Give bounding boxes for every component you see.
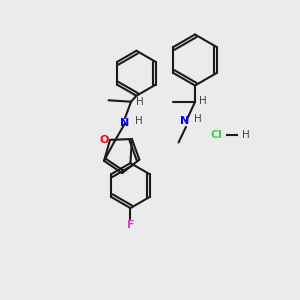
Text: H: H xyxy=(194,114,202,124)
Text: F: F xyxy=(127,220,134,230)
Text: H: H xyxy=(200,95,207,106)
Text: N: N xyxy=(180,116,189,127)
Text: H: H xyxy=(135,116,142,126)
Text: N: N xyxy=(120,118,130,128)
Text: O: O xyxy=(100,135,109,145)
Text: Cl: Cl xyxy=(210,130,222,140)
Text: H: H xyxy=(242,130,249,140)
Text: H: H xyxy=(136,97,144,107)
